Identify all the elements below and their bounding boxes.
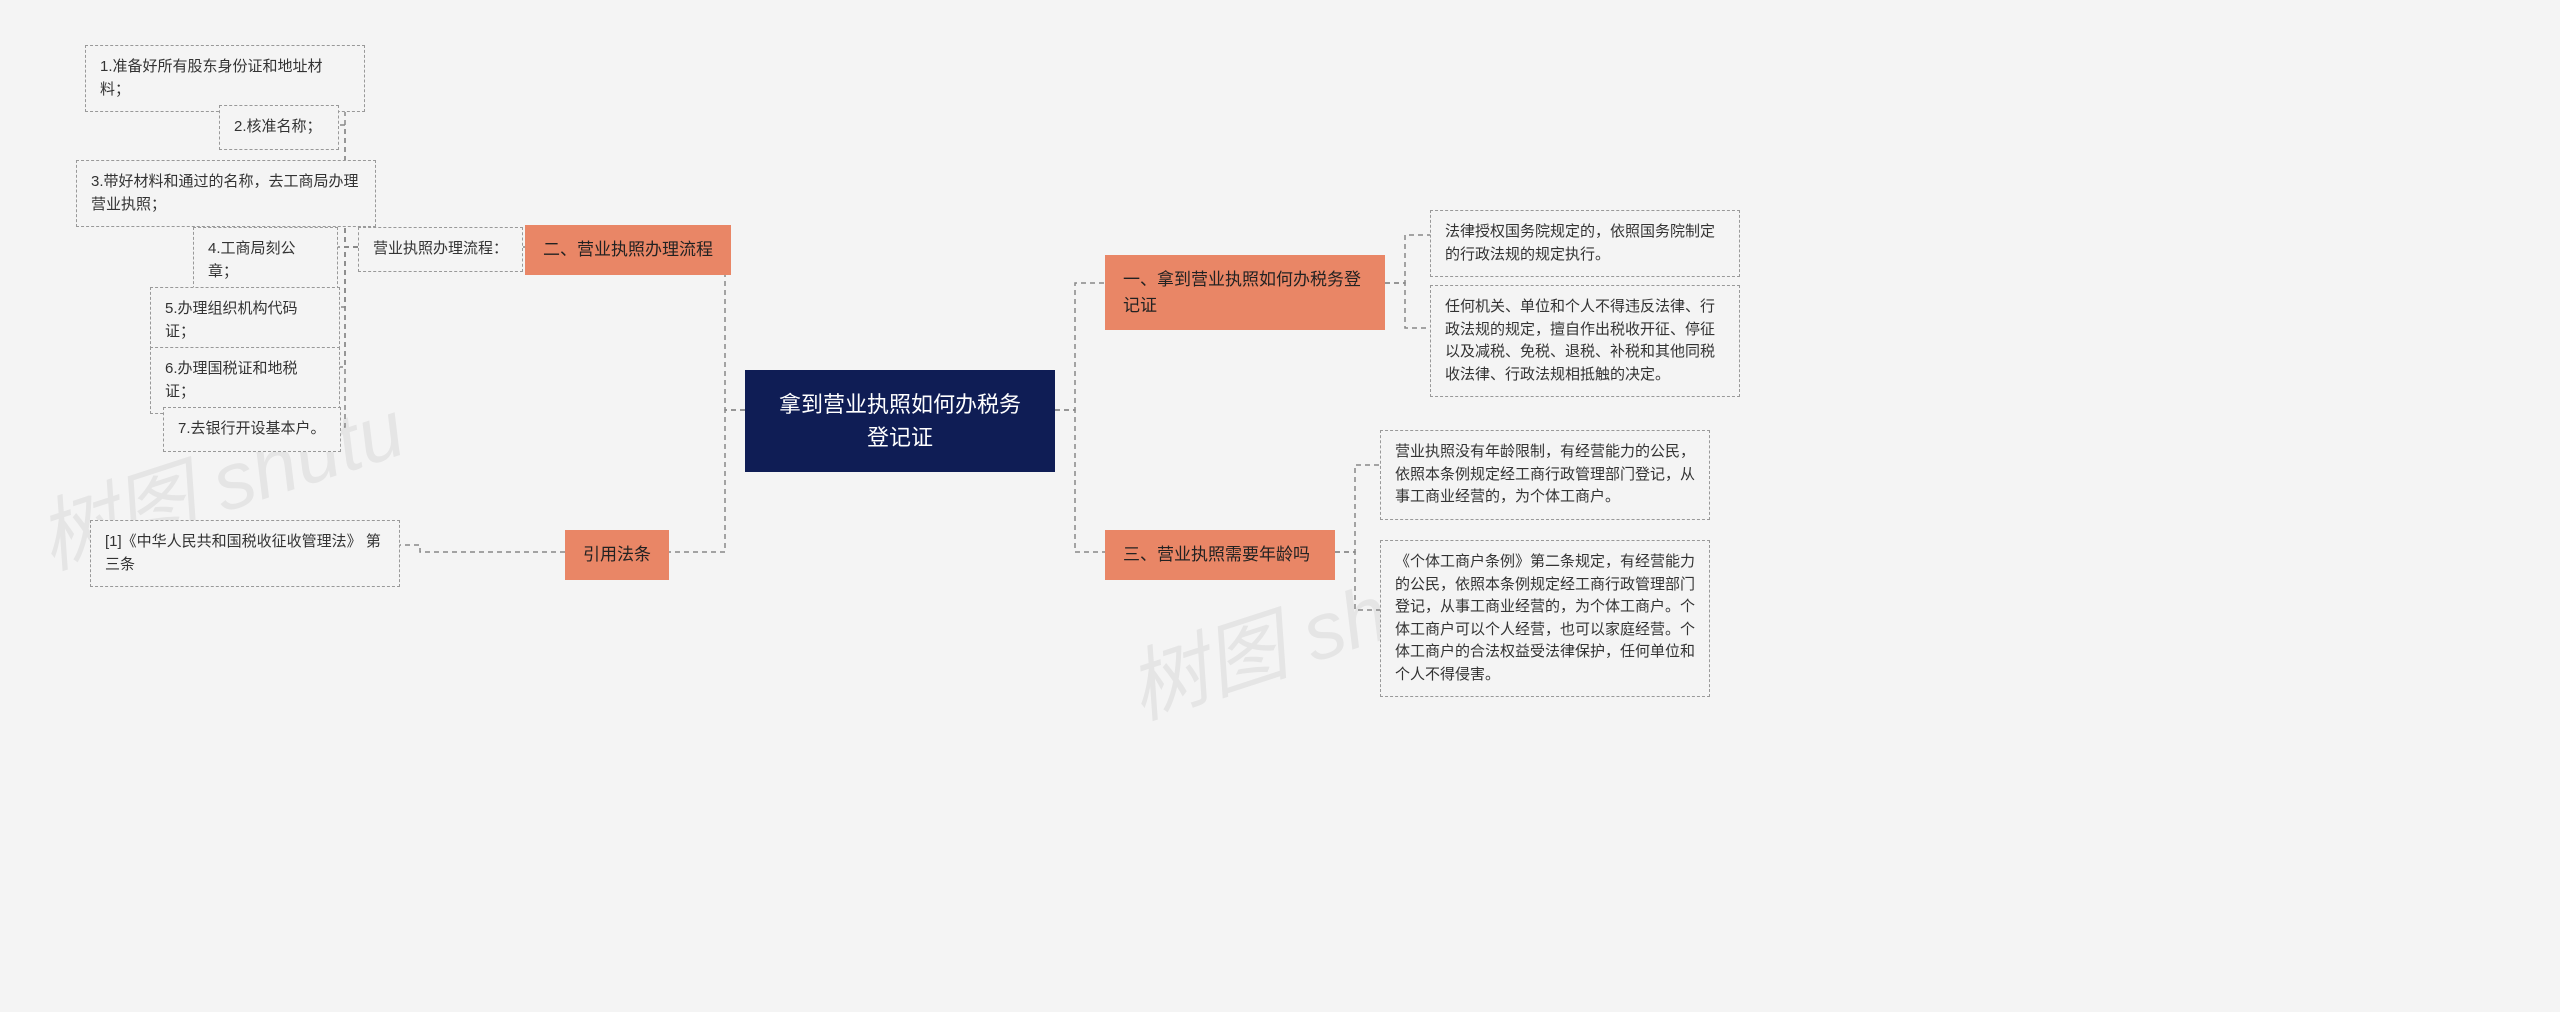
branch-tax-cert: 一、拿到营业执照如何办税务登记证 <box>1105 255 1385 330</box>
leaf-step4: 4.工商局刻公章； <box>193 227 338 294</box>
leaf-tax2: 任何机关、单位和个人不得违反法律、行政法规的规定，擅自作出税收开征、停征以及减税… <box>1430 285 1740 397</box>
leaf-tax1: 法律授权国务院规定的，依照国务院制定的行政法规的规定执行。 <box>1430 210 1740 277</box>
leaf-step2: 2.核准名称； <box>219 105 339 150</box>
branch-age: 三、营业执照需要年龄吗 <box>1105 530 1335 580</box>
leaf-process-intro: 营业执照办理流程： <box>358 227 523 272</box>
leaf-age2: 《个体工商户条例》第二条规定，有经营能力的公民，依照本条例规定经工商行政管理部门… <box>1380 540 1710 697</box>
center-label: 拿到营业执照如何办税务登记证 <box>779 392 1021 450</box>
leaf-step7: 7.去银行开设基本户。 <box>163 407 341 452</box>
branch-process: 二、营业执照办理流程 <box>525 225 731 275</box>
leaf-age1: 营业执照没有年龄限制，有经营能力的公民，依照本条例规定经工商行政管理部门登记，从… <box>1380 430 1710 520</box>
connectors <box>0 0 2560 1012</box>
center-topic: 拿到营业执照如何办税务登记证 <box>745 370 1055 472</box>
leaf-step5: 5.办理组织机构代码证； <box>150 287 340 354</box>
leaf-step3: 3.带好材料和通过的名称，去工商局办理营业执照； <box>76 160 376 227</box>
leaf-step6: 6.办理国税证和地税证； <box>150 347 340 414</box>
branch-references: 引用法条 <box>565 530 669 580</box>
leaf-step1: 1.准备好所有股东身份证和地址材料； <box>85 45 365 112</box>
leaf-ref1: [1]《中华人民共和国税收征收管理法》 第三条 <box>90 520 400 587</box>
